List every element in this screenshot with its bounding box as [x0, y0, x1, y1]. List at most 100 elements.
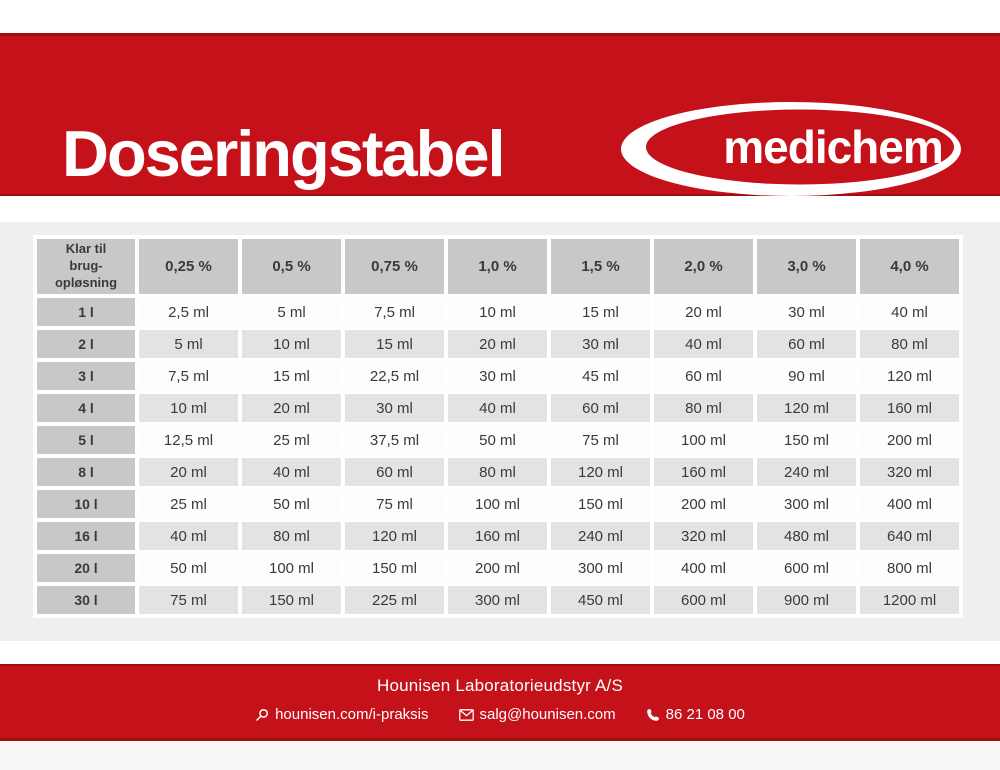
dose-cell: 800 ml: [860, 554, 959, 582]
dose-cell: 15 ml: [242, 362, 341, 390]
dosage-table: Klar til brug- opløsning 0,25 % 0,5 % 0,75…: [33, 235, 963, 618]
company-name: Hounisen Laboratorieudstyr A/S: [376, 676, 624, 695]
dose-cell: 45 ml: [551, 362, 650, 390]
dose-cell: 120 ml: [551, 458, 650, 486]
dose-cell: 75 ml: [551, 426, 650, 454]
dose-cell: 100 ml: [654, 426, 753, 454]
row-label: 1 l: [37, 298, 135, 326]
dose-cell: 120 ml: [345, 522, 444, 550]
column-header: 4,0 %: [860, 239, 959, 294]
column-header: 1,5 %: [551, 239, 650, 294]
dose-cell: 2,5 ml: [139, 298, 238, 326]
dose-cell: 150 ml: [551, 490, 650, 518]
table-row: 8 l 20 ml 40 ml 60 ml 80 ml 120 ml 160 ml 240 m…: [37, 458, 959, 486]
medichem-logo-icon: medichem: [621, 102, 961, 196]
dose-cell: 40 ml: [654, 330, 753, 358]
dose-cell: 75 ml: [139, 586, 238, 614]
row-label: 30 l: [37, 586, 135, 614]
dose-cell: 60 ml: [551, 394, 650, 422]
dose-cell: 30 ml: [757, 298, 856, 326]
dose-cell: 240 ml: [757, 458, 856, 486]
dose-cell: 10 ml: [242, 330, 341, 358]
row-label: 8 l: [37, 458, 135, 486]
dose-cell: 80 ml: [242, 522, 341, 550]
search-icon: [255, 708, 269, 722]
dose-cell: 40 ml: [242, 458, 341, 486]
dose-cell: 40 ml: [139, 522, 238, 550]
dose-cell: 320 ml: [860, 458, 959, 486]
dose-cell: 25 ml: [139, 490, 238, 518]
dose-cell: 20 ml: [139, 458, 238, 486]
dose-cell: 10 ml: [448, 298, 547, 326]
table-row: 10 l 25 ml 50 ml 75 ml 100 ml 150 ml 200 ml 300…: [37, 490, 959, 518]
page-title: Doseringstabel: [62, 117, 506, 190]
dose-cell: 160 ml: [860, 394, 959, 422]
dose-cell: 160 ml: [448, 522, 547, 550]
dose-cell: 40 ml: [860, 298, 959, 326]
contact-row: hounisen.com/i-praksis salg@hounisen.com…: [0, 706, 1000, 723]
dose-cell: 30 ml: [551, 330, 650, 358]
medichem-logo: medichem: [620, 101, 962, 202]
dose-cell: 300 ml: [757, 490, 856, 518]
dose-cell: 80 ml: [860, 330, 959, 358]
dose-cell: 20 ml: [654, 298, 753, 326]
table-row: 3 l 7,5 ml 15 ml 22,5 ml 30 ml 45 ml 60 ml 90 m…: [37, 362, 959, 390]
dose-cell: 90 ml: [757, 362, 856, 390]
dose-cell: 150 ml: [757, 426, 856, 454]
website-item: hounisen.com/i-praksis: [255, 706, 429, 723]
dose-cell: 900 ml: [757, 586, 856, 614]
table-row: 30 l 75 ml 150 ml 225 ml 300 ml 450 ml 600 ml 9…: [37, 586, 959, 614]
dose-cell: 60 ml: [345, 458, 444, 486]
table-row: 16 l 40 ml 80 ml 120 ml 160 ml 240 ml 320 ml 48…: [37, 522, 959, 550]
dose-cell: 5 ml: [139, 330, 238, 358]
dose-cell: 60 ml: [757, 330, 856, 358]
dose-cell: 100 ml: [448, 490, 547, 518]
dose-cell: 7,5 ml: [139, 362, 238, 390]
dose-cell: 37,5 ml: [345, 426, 444, 454]
dose-cell: 150 ml: [242, 586, 341, 614]
dose-cell: 300 ml: [551, 554, 650, 582]
dose-cell: 5 ml: [242, 298, 341, 326]
bottom-strip: [0, 741, 1000, 770]
dose-cell: 150 ml: [345, 554, 444, 582]
dose-cell: 80 ml: [654, 394, 753, 422]
dose-cell: 225 ml: [345, 586, 444, 614]
dose-cell: 240 ml: [551, 522, 650, 550]
dose-cell: 50 ml: [139, 554, 238, 582]
corner-label: Klar til brug- opløsning: [37, 239, 135, 294]
table-row: 4 l 10 ml 20 ml 30 ml 40 ml 60 ml 80 ml 120 ml 1…: [37, 394, 959, 422]
header-row: Klar til brug- opløsning 0,25 % 0,5 % 0,75…: [37, 239, 959, 294]
mail-icon: [458, 708, 474, 721]
phone-item: 86 21 08 00: [646, 706, 745, 723]
dose-cell: 80 ml: [448, 458, 547, 486]
dose-cell: 600 ml: [654, 586, 753, 614]
table-card: Klar til brug- opløsning 0,25 % 0,5 % 0,75…: [0, 222, 1000, 641]
dose-cell: 450 ml: [551, 586, 650, 614]
dose-cell: 12,5 ml: [139, 426, 238, 454]
footer-band: Hounisen Laboratorieudstyr A/S hounisen.…: [0, 664, 1000, 741]
table-head: Klar til brug- opløsning 0,25 % 0,5 % 0,75…: [37, 239, 959, 294]
dose-cell: 75 ml: [345, 490, 444, 518]
column-header: 0,75 %: [345, 239, 444, 294]
dose-cell: 640 ml: [860, 522, 959, 550]
table-row: 5 l 12,5 ml 25 ml 37,5 ml 50 ml 75 ml 100 ml 15…: [37, 426, 959, 454]
table-row: 20 l 50 ml 100 ml 150 ml 200 ml 300 ml 400 ml 6…: [37, 554, 959, 582]
dose-cell: 50 ml: [242, 490, 341, 518]
column-header: 3,0 %: [757, 239, 856, 294]
dose-cell: 320 ml: [654, 522, 753, 550]
row-label: 2 l: [37, 330, 135, 358]
dose-cell: 600 ml: [757, 554, 856, 582]
dose-cell: 200 ml: [860, 426, 959, 454]
dose-cell: 30 ml: [448, 362, 547, 390]
email-item: salg@hounisen.com: [458, 706, 616, 723]
dose-cell: 300 ml: [448, 586, 547, 614]
dose-cell: 20 ml: [242, 394, 341, 422]
column-header: 0,25 %: [139, 239, 238, 294]
email-text: salg@hounisen.com: [479, 706, 616, 723]
dose-cell: 400 ml: [860, 490, 959, 518]
dose-cell: 25 ml: [242, 426, 341, 454]
row-label: 4 l: [37, 394, 135, 422]
dose-cell: 15 ml: [551, 298, 650, 326]
